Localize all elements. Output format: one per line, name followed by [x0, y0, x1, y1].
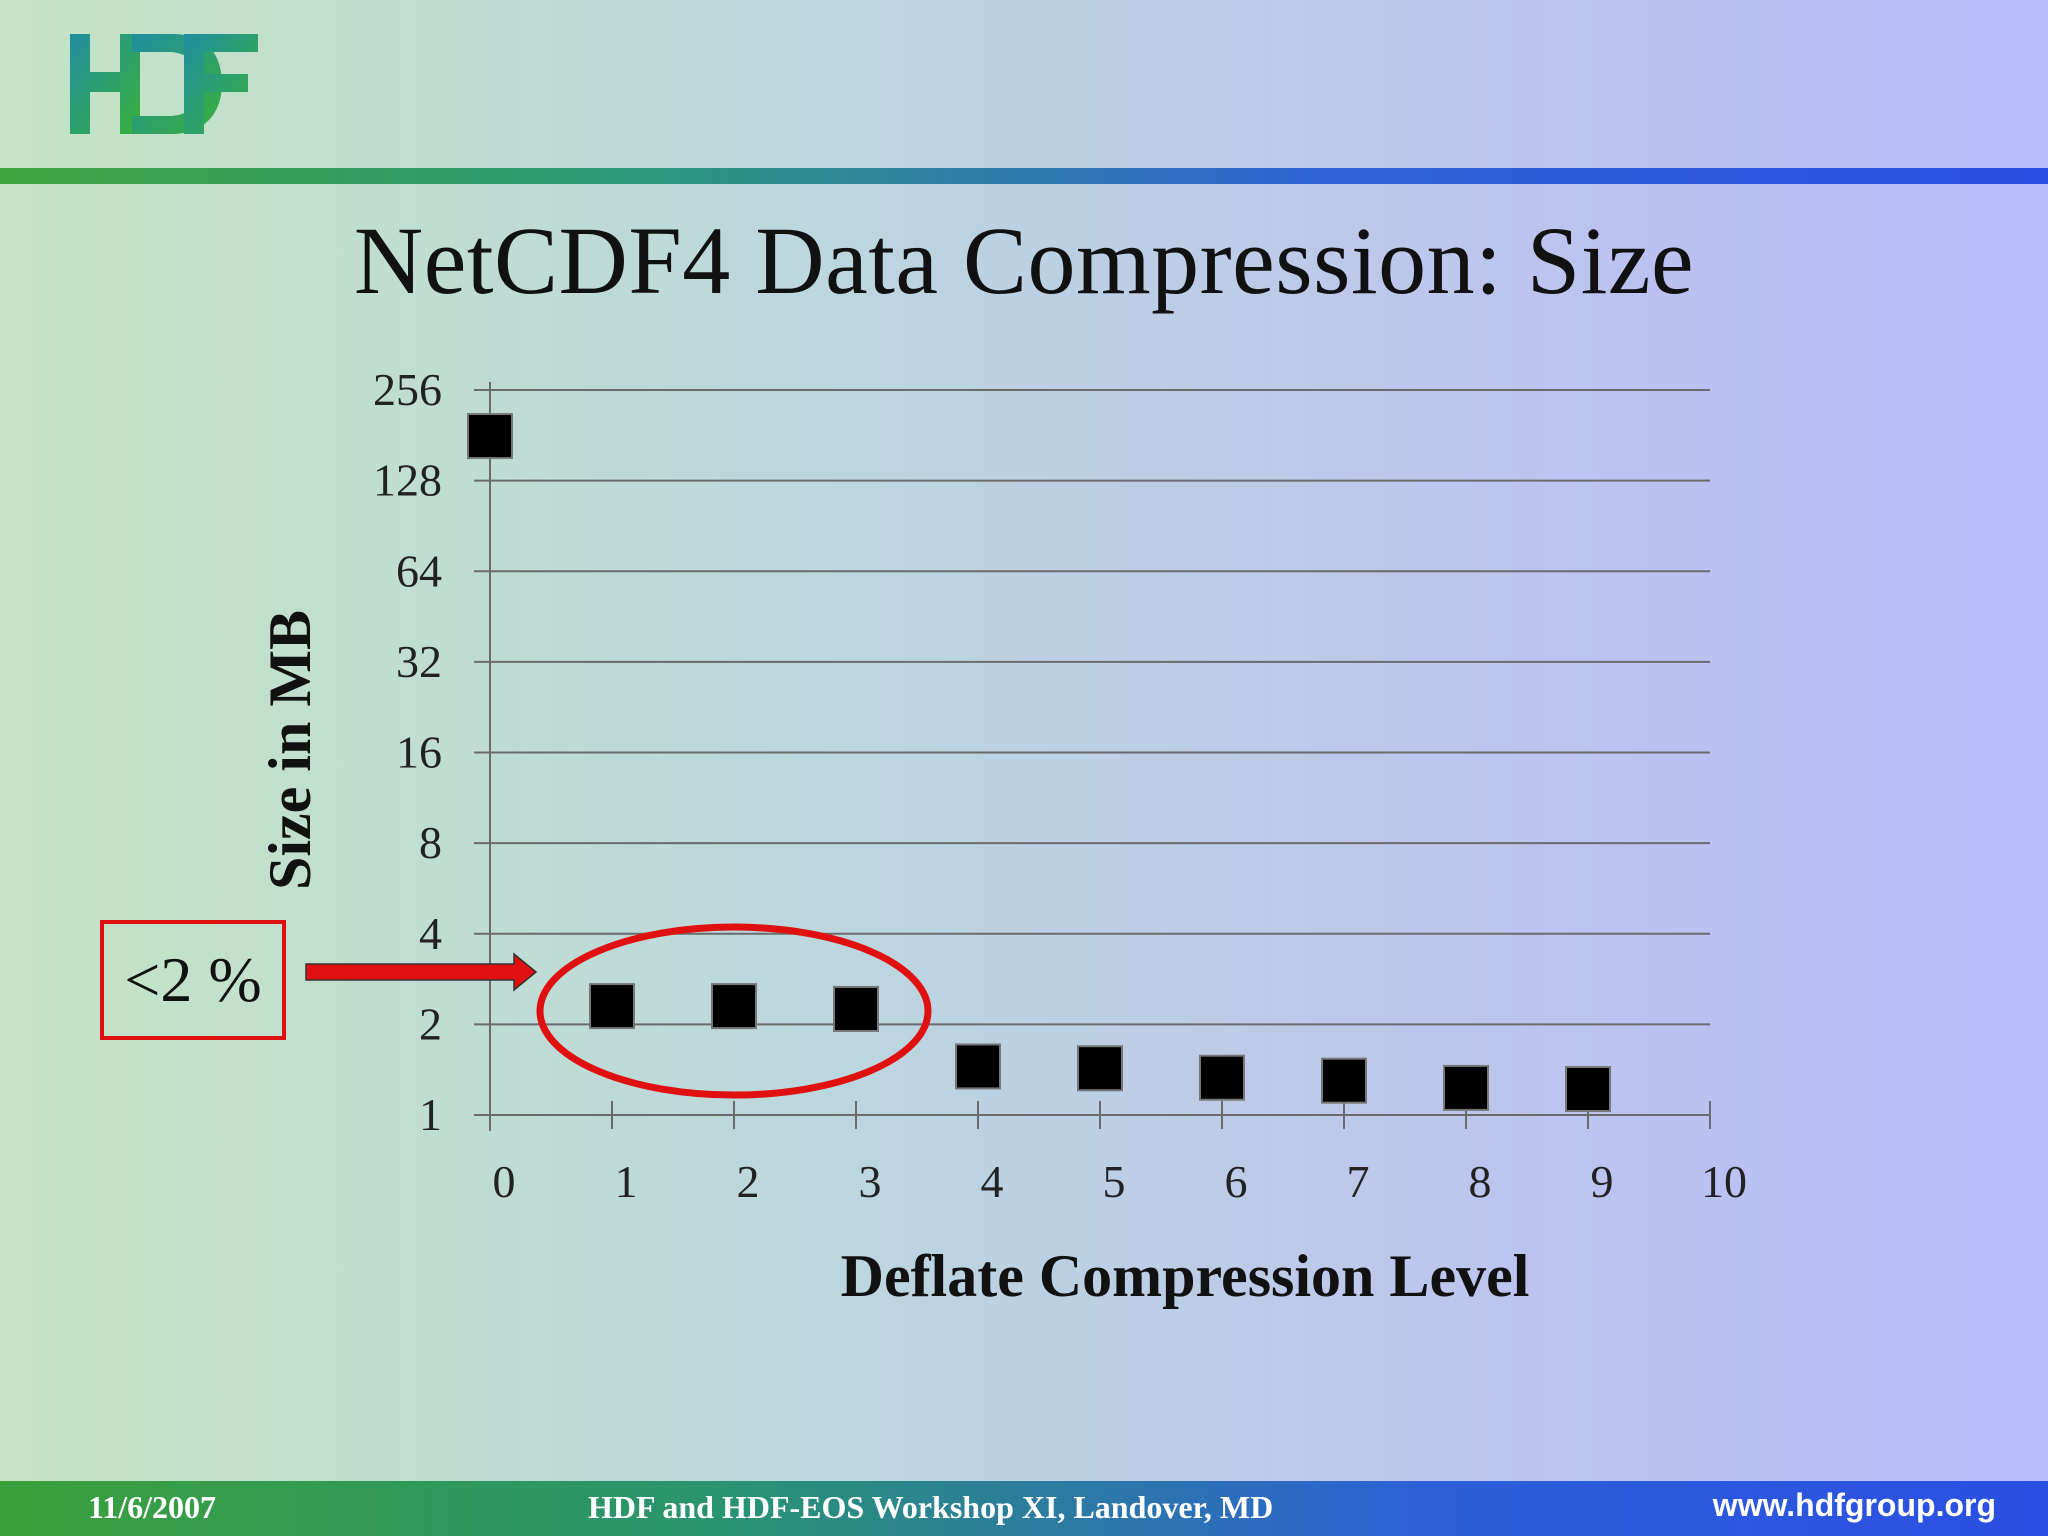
y-tick-labels: 1 2 4 8 16 32 64 128 256: [373, 364, 442, 1140]
x-tick-label: 9: [1591, 1156, 1614, 1207]
data-point: [1077, 1045, 1123, 1092]
y-tick-label: 32: [396, 636, 442, 687]
data-point: [711, 983, 757, 1030]
data-point: [467, 413, 513, 460]
data-point: [833, 985, 879, 1032]
callout-arrow: [305, 952, 538, 992]
y-tick-label: 4: [419, 908, 442, 959]
slide-title: NetCDF4 Data Compression: Size: [353, 207, 1695, 314]
y-tick-label: 16: [396, 727, 442, 778]
chart-grid: [474, 389, 1710, 1116]
x-tick-label: 0: [493, 1156, 516, 1207]
y-tick-label: 8: [419, 817, 442, 868]
chart-axes: [489, 382, 1711, 1131]
data-point: [955, 1043, 1001, 1090]
data-point: [1321, 1057, 1367, 1104]
annotations: [305, 923, 932, 1099]
data-point: [589, 983, 635, 1030]
data-point: [1199, 1054, 1245, 1101]
y-axis-label: Size in MB: [257, 610, 323, 890]
y-tick-label: 128: [373, 455, 442, 506]
x-tick-labels: 0 1 2 3 4 5 6 7 8 9 10: [493, 1156, 1748, 1207]
callout-text: <2 %: [124, 944, 262, 1015]
x-tick-label: 10: [1701, 1156, 1747, 1207]
x-tick-label: 1: [615, 1156, 638, 1207]
x-tick-label: 8: [1469, 1156, 1492, 1207]
footer-date: 11/6/2007: [88, 1489, 217, 1525]
hdf-logo: [62, 30, 262, 145]
x-tick-label: 6: [1225, 1156, 1248, 1207]
y-tick-label: 256: [373, 364, 442, 415]
x-tick-label: 5: [1103, 1156, 1126, 1207]
callout-box: <2 %: [100, 920, 286, 1040]
y-tick-label: 1: [419, 1089, 442, 1140]
data-point: [1565, 1066, 1611, 1113]
x-tick-label: 4: [981, 1156, 1004, 1207]
x-tick-label: 3: [859, 1156, 882, 1207]
highlight-ellipse: [536, 923, 932, 1099]
x-axis-label: Deflate Compression Level: [841, 1243, 1530, 1309]
header-rule: [0, 168, 2048, 184]
data-points: [467, 413, 1611, 1113]
x-tick-label: 7: [1347, 1156, 1370, 1207]
y-tick-label: 2: [419, 998, 442, 1049]
y-tick-label: 64: [396, 545, 442, 596]
footer-event: HDF and HDF-EOS Workshop XI, Landover, M…: [588, 1489, 1274, 1525]
footer-bar: 11/6/2007 HDF and HDF-EOS Workshop XI, L…: [0, 1481, 2048, 1536]
x-tick-label: 2: [737, 1156, 760, 1207]
footer-url: www.hdfgroup.org: [1712, 1487, 1996, 1523]
data-point: [1443, 1064, 1489, 1111]
